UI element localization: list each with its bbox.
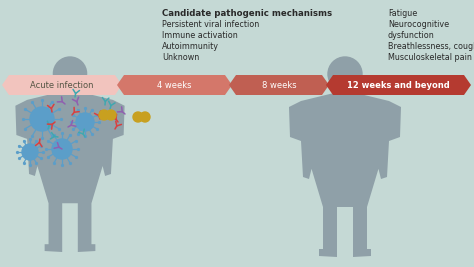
Text: Unknown: Unknown — [162, 53, 199, 62]
Circle shape — [106, 110, 116, 120]
Text: 4 weeks: 4 weeks — [157, 80, 192, 89]
Text: Musculoskeletal pain: Musculoskeletal pain — [388, 53, 472, 62]
Text: Neurocognitive: Neurocognitive — [388, 20, 449, 29]
Text: 12 weeks and beyond: 12 weeks and beyond — [347, 80, 450, 89]
Text: Breathlessness, cough: Breathlessness, cough — [388, 42, 474, 51]
Circle shape — [52, 139, 72, 159]
Circle shape — [140, 112, 150, 122]
Circle shape — [76, 113, 94, 131]
Text: 8 weeks: 8 weeks — [262, 80, 296, 89]
Circle shape — [30, 107, 54, 131]
Polygon shape — [117, 75, 232, 95]
Text: Candidate pathogenic mechanisms: Candidate pathogenic mechanisms — [162, 9, 332, 18]
Circle shape — [99, 110, 109, 120]
Text: Acute infection: Acute infection — [30, 80, 94, 89]
Circle shape — [54, 57, 87, 90]
Circle shape — [22, 144, 38, 160]
Polygon shape — [15, 92, 125, 252]
Circle shape — [133, 112, 143, 122]
Polygon shape — [229, 75, 329, 95]
Text: Autoimmunity: Autoimmunity — [162, 42, 219, 51]
Text: Immune activation: Immune activation — [162, 31, 238, 40]
Polygon shape — [2, 75, 122, 95]
Polygon shape — [326, 75, 471, 95]
Polygon shape — [289, 92, 401, 257]
Circle shape — [328, 57, 362, 91]
Text: Fatigue: Fatigue — [388, 9, 417, 18]
Text: dysfunction: dysfunction — [388, 31, 435, 40]
Text: Persistent viral infection: Persistent viral infection — [162, 20, 259, 29]
